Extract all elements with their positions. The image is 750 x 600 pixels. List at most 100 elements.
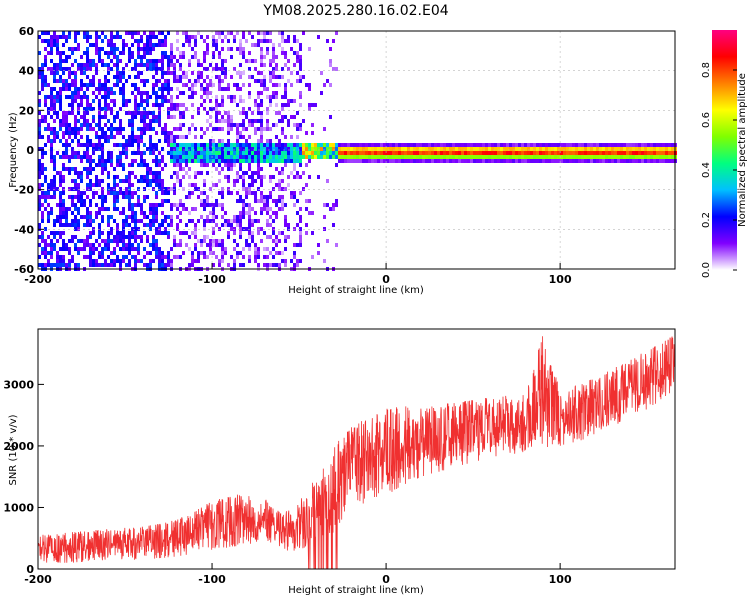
spectrogram-cell	[155, 215, 158, 219]
spectrogram-cell	[206, 111, 209, 115]
spectrogram-cell	[272, 95, 275, 99]
spectrogram-cell	[161, 63, 164, 67]
spectrogram-cell	[218, 179, 221, 183]
spectrogram-cell	[134, 39, 137, 43]
spectrogram-cell	[104, 111, 107, 115]
spectrogram-cell	[167, 215, 170, 219]
spectrogram-cell	[44, 119, 47, 123]
spectrogram-cell	[89, 79, 92, 83]
spectrogram-cell	[386, 151, 389, 155]
spectrogram-cell	[401, 147, 404, 151]
spectrogram-cell	[221, 255, 224, 259]
spectrogram-cell	[146, 51, 149, 55]
spectrogram-cell	[62, 51, 65, 55]
spectrogram-cell	[485, 159, 488, 163]
spectrogram-cell	[152, 67, 155, 71]
spectrogram-cell	[209, 247, 212, 251]
spectrogram-cell	[293, 195, 296, 199]
spectrogram-cell	[143, 151, 146, 155]
spectrogram-cell	[395, 143, 398, 147]
spectrogram-cell	[635, 155, 638, 159]
spectrogram-cell	[284, 115, 287, 119]
spectrogram-cell	[149, 151, 152, 155]
spectrogram-cell	[221, 239, 224, 243]
spectrogram-cell	[284, 203, 287, 207]
spectrogram-cell	[365, 151, 368, 155]
spectrogram-cell	[359, 143, 362, 147]
spectrogram-cell	[89, 235, 92, 239]
spectrogram-cell	[134, 115, 137, 119]
spectrogram-cell	[527, 147, 530, 151]
spectrogram-cell	[44, 79, 47, 83]
spectrogram-cell	[74, 203, 77, 207]
spectrogram-cell	[593, 143, 596, 147]
spectrogram-cell	[80, 63, 83, 67]
spectrogram-cell	[158, 231, 161, 235]
spectrogram-cell	[176, 103, 179, 107]
spectrogram-cell	[77, 251, 80, 255]
spectrogram-cell	[431, 151, 434, 155]
spectrogram-cell	[149, 179, 152, 183]
spectrogram-cell	[185, 135, 188, 139]
spectrogram-cell	[281, 127, 284, 131]
spectrogram-cell	[80, 215, 83, 219]
spectrogram-cell	[422, 143, 425, 147]
spectrogram-cell	[44, 115, 47, 119]
spectrogram-cell	[287, 183, 290, 187]
spectrogram-cell	[146, 127, 149, 131]
spectrogram-cell	[74, 35, 77, 39]
spectrogram-cell	[116, 35, 119, 39]
spectrogram-cell	[416, 147, 419, 151]
spectrogram-cell	[248, 247, 251, 251]
spectrogram-cell	[665, 147, 668, 151]
spectrogram-cell	[503, 155, 506, 159]
spectrogram-cell	[191, 155, 194, 159]
spectrogram-cell	[50, 39, 53, 43]
spectrogram-cell	[44, 227, 47, 231]
spectrogram-cell	[542, 151, 545, 155]
spectrogram-cell	[254, 143, 257, 147]
spectrogram-cell	[374, 155, 377, 159]
spectrogram-cell	[56, 135, 59, 139]
spectrogram-cell	[242, 119, 245, 123]
spectrogram-cell	[134, 67, 137, 71]
spectrogram-cell	[89, 127, 92, 131]
spectrogram-cell	[464, 151, 467, 155]
spectrogram-cell	[173, 203, 176, 207]
spectrogram-cell	[152, 203, 155, 207]
spectrogram-cell	[56, 79, 59, 83]
spectrogram-cell	[365, 155, 368, 159]
spectrogram-cell	[176, 143, 179, 147]
spectrogram-cell	[179, 183, 182, 187]
spectrogram-cell	[269, 143, 272, 147]
spectrogram-cell	[104, 135, 107, 139]
spectrogram-cell	[131, 119, 134, 123]
spectrogram-cell	[209, 123, 212, 127]
spectrogram-cell	[269, 223, 272, 227]
spectrogram-cell	[149, 67, 152, 71]
spectrogram-cell	[248, 187, 251, 191]
spectrogram-cell	[107, 187, 110, 191]
spectrogram-cell	[197, 111, 200, 115]
spectrogram-cell	[260, 167, 263, 171]
spectrogram-cell	[548, 159, 551, 163]
spectrogram-cell	[362, 147, 365, 151]
spectrogram-cell	[530, 147, 533, 151]
spectrogram-cell	[101, 155, 104, 159]
spectrogram-cell	[92, 259, 95, 263]
spectrogram-cell	[266, 119, 269, 123]
spectrogram-cell	[623, 159, 626, 163]
spectrogram-cell	[350, 159, 353, 163]
spectrogram-cell	[164, 39, 167, 43]
spectrogram-cell	[176, 171, 179, 175]
spectrogram-cell	[158, 87, 161, 91]
spectrogram-cell	[185, 223, 188, 227]
spectrogram-cell	[152, 151, 155, 155]
spectrogram-cell	[272, 55, 275, 59]
spectrogram-cell	[410, 147, 413, 151]
spectrogram-cell	[299, 67, 302, 71]
spectrogram-cell	[509, 155, 512, 159]
spectrogram-cell	[407, 155, 410, 159]
spectrogram-cell	[119, 187, 122, 191]
spectrogram-cell	[50, 143, 53, 147]
